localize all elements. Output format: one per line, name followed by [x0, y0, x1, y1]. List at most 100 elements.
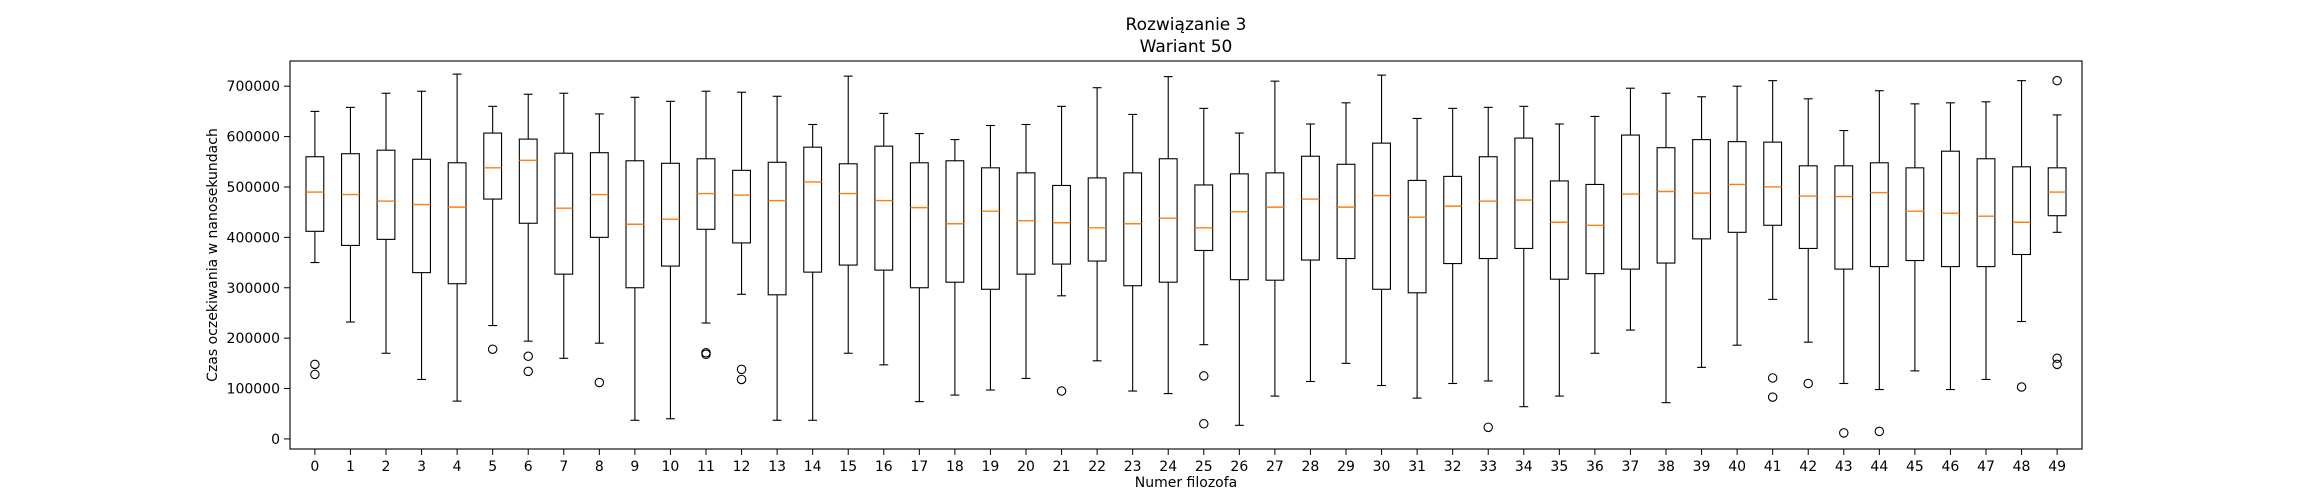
x-tick-label: 25	[1195, 459, 1213, 475]
x-tick-label: 33	[1479, 459, 1497, 475]
flier-point	[2052, 75, 2062, 86]
flier-point	[1483, 422, 1493, 433]
x-tick-label: 7	[559, 459, 568, 475]
x-tick-label: 17	[910, 459, 928, 475]
box	[803, 146, 823, 273]
box	[1692, 139, 1711, 240]
x-tick-label: 42	[1799, 459, 1817, 475]
x-tick-label: 13	[768, 459, 786, 475]
box	[412, 158, 431, 274]
x-tick-label: 4	[453, 459, 462, 475]
y-tick-label: 600000	[227, 130, 280, 146]
y-tick-label: 500000	[227, 180, 280, 196]
box	[1016, 172, 1036, 275]
x-tick-label: 40	[1728, 459, 1746, 475]
x-tick-label: 21	[1053, 459, 1071, 475]
x-tick-label: 22	[1088, 459, 1106, 475]
box	[1549, 180, 1569, 280]
x-tick-label: 0	[310, 459, 319, 475]
x-tick-label: 11	[697, 459, 715, 475]
box	[305, 156, 325, 232]
box	[838, 163, 858, 266]
flier-point	[2052, 359, 2062, 370]
x-tick-label: 12	[733, 459, 751, 475]
box	[376, 149, 396, 240]
x-tick-label: 39	[1693, 459, 1711, 475]
chart-title-line-2: Wariant 50	[1140, 37, 1233, 57]
x-tick-label: 36	[1586, 459, 1604, 475]
box	[1478, 156, 1498, 260]
x-tick-label: 37	[1622, 459, 1640, 475]
x-tick-label: 47	[1977, 459, 1995, 475]
y-tick-label: 200000	[227, 331, 280, 347]
flier-point	[736, 374, 747, 385]
box	[1158, 158, 1178, 283]
flier-point	[1839, 428, 1849, 438]
x-tick-label: 18	[946, 459, 964, 475]
box	[1336, 163, 1356, 260]
box	[1798, 165, 1818, 249]
x-tick-label: 2	[382, 459, 391, 475]
x-tick-label: 29	[1337, 459, 1355, 475]
box	[1905, 167, 1925, 262]
x-tick-label: 30	[1373, 459, 1391, 475]
box	[1407, 179, 1427, 294]
x-tick-label: 19	[982, 459, 1000, 475]
x-tick-label: 28	[1302, 459, 1320, 475]
box	[447, 162, 467, 285]
y-tick-label: 100000	[227, 382, 280, 398]
box	[1443, 175, 1463, 265]
x-tick-label: 23	[1124, 459, 1142, 475]
y-tick-label: 0	[271, 432, 280, 448]
box	[767, 161, 787, 296]
x-tick-label: 44	[1870, 459, 1888, 475]
flier-point	[523, 366, 533, 377]
box	[909, 162, 929, 289]
flier-point	[594, 377, 605, 388]
box	[1301, 155, 1320, 261]
x-tick-label: 3	[417, 459, 426, 475]
box	[732, 169, 751, 244]
x-tick-label: 1	[346, 459, 355, 475]
flier-point	[1767, 392, 1778, 402]
x-tick-label: 24	[1159, 459, 1177, 475]
y-tick-label: 300000	[227, 281, 280, 297]
box	[981, 167, 1000, 290]
box	[1869, 162, 1889, 268]
box	[1941, 150, 1960, 268]
box	[874, 145, 894, 271]
x-tick-label: 16	[875, 459, 893, 475]
y-tick-label: 400000	[227, 230, 280, 246]
box	[483, 132, 503, 200]
flier-point	[487, 344, 498, 354]
x-tick-label: 31	[1408, 459, 1426, 475]
x-tick-label: 27	[1266, 459, 1284, 475]
flier-point	[1199, 371, 1209, 381]
flier-point	[1199, 419, 1209, 429]
x-tick-label: 32	[1444, 459, 1462, 475]
box	[1123, 172, 1143, 287]
x-tick-label: 41	[1764, 459, 1782, 475]
box	[1265, 172, 1285, 281]
box	[1087, 177, 1107, 262]
box	[1976, 158, 1996, 268]
chart-title-line-1: Rozwiązanie 3	[1126, 15, 1247, 35]
flier-point	[1767, 373, 1778, 383]
box	[554, 152, 574, 275]
y-tick-label: 700000	[227, 79, 280, 95]
plot-area: 0 100000 200000 300000 400000 500000 600000 700…	[227, 73, 2067, 475]
plot-frame	[289, 60, 2083, 450]
x-tick-label: 46	[1942, 459, 1960, 475]
box	[1194, 184, 1214, 252]
x-axis-label: Numer filozofa	[1135, 475, 1238, 491]
x-tick-label: 9	[630, 459, 639, 475]
box	[518, 138, 538, 224]
x-tick-label: 34	[1515, 459, 1533, 475]
box	[1763, 141, 1783, 226]
x-tick-label: 43	[1835, 459, 1853, 475]
flier-point	[1056, 386, 1067, 396]
flier-point	[1874, 426, 1885, 437]
box	[1834, 165, 1854, 270]
